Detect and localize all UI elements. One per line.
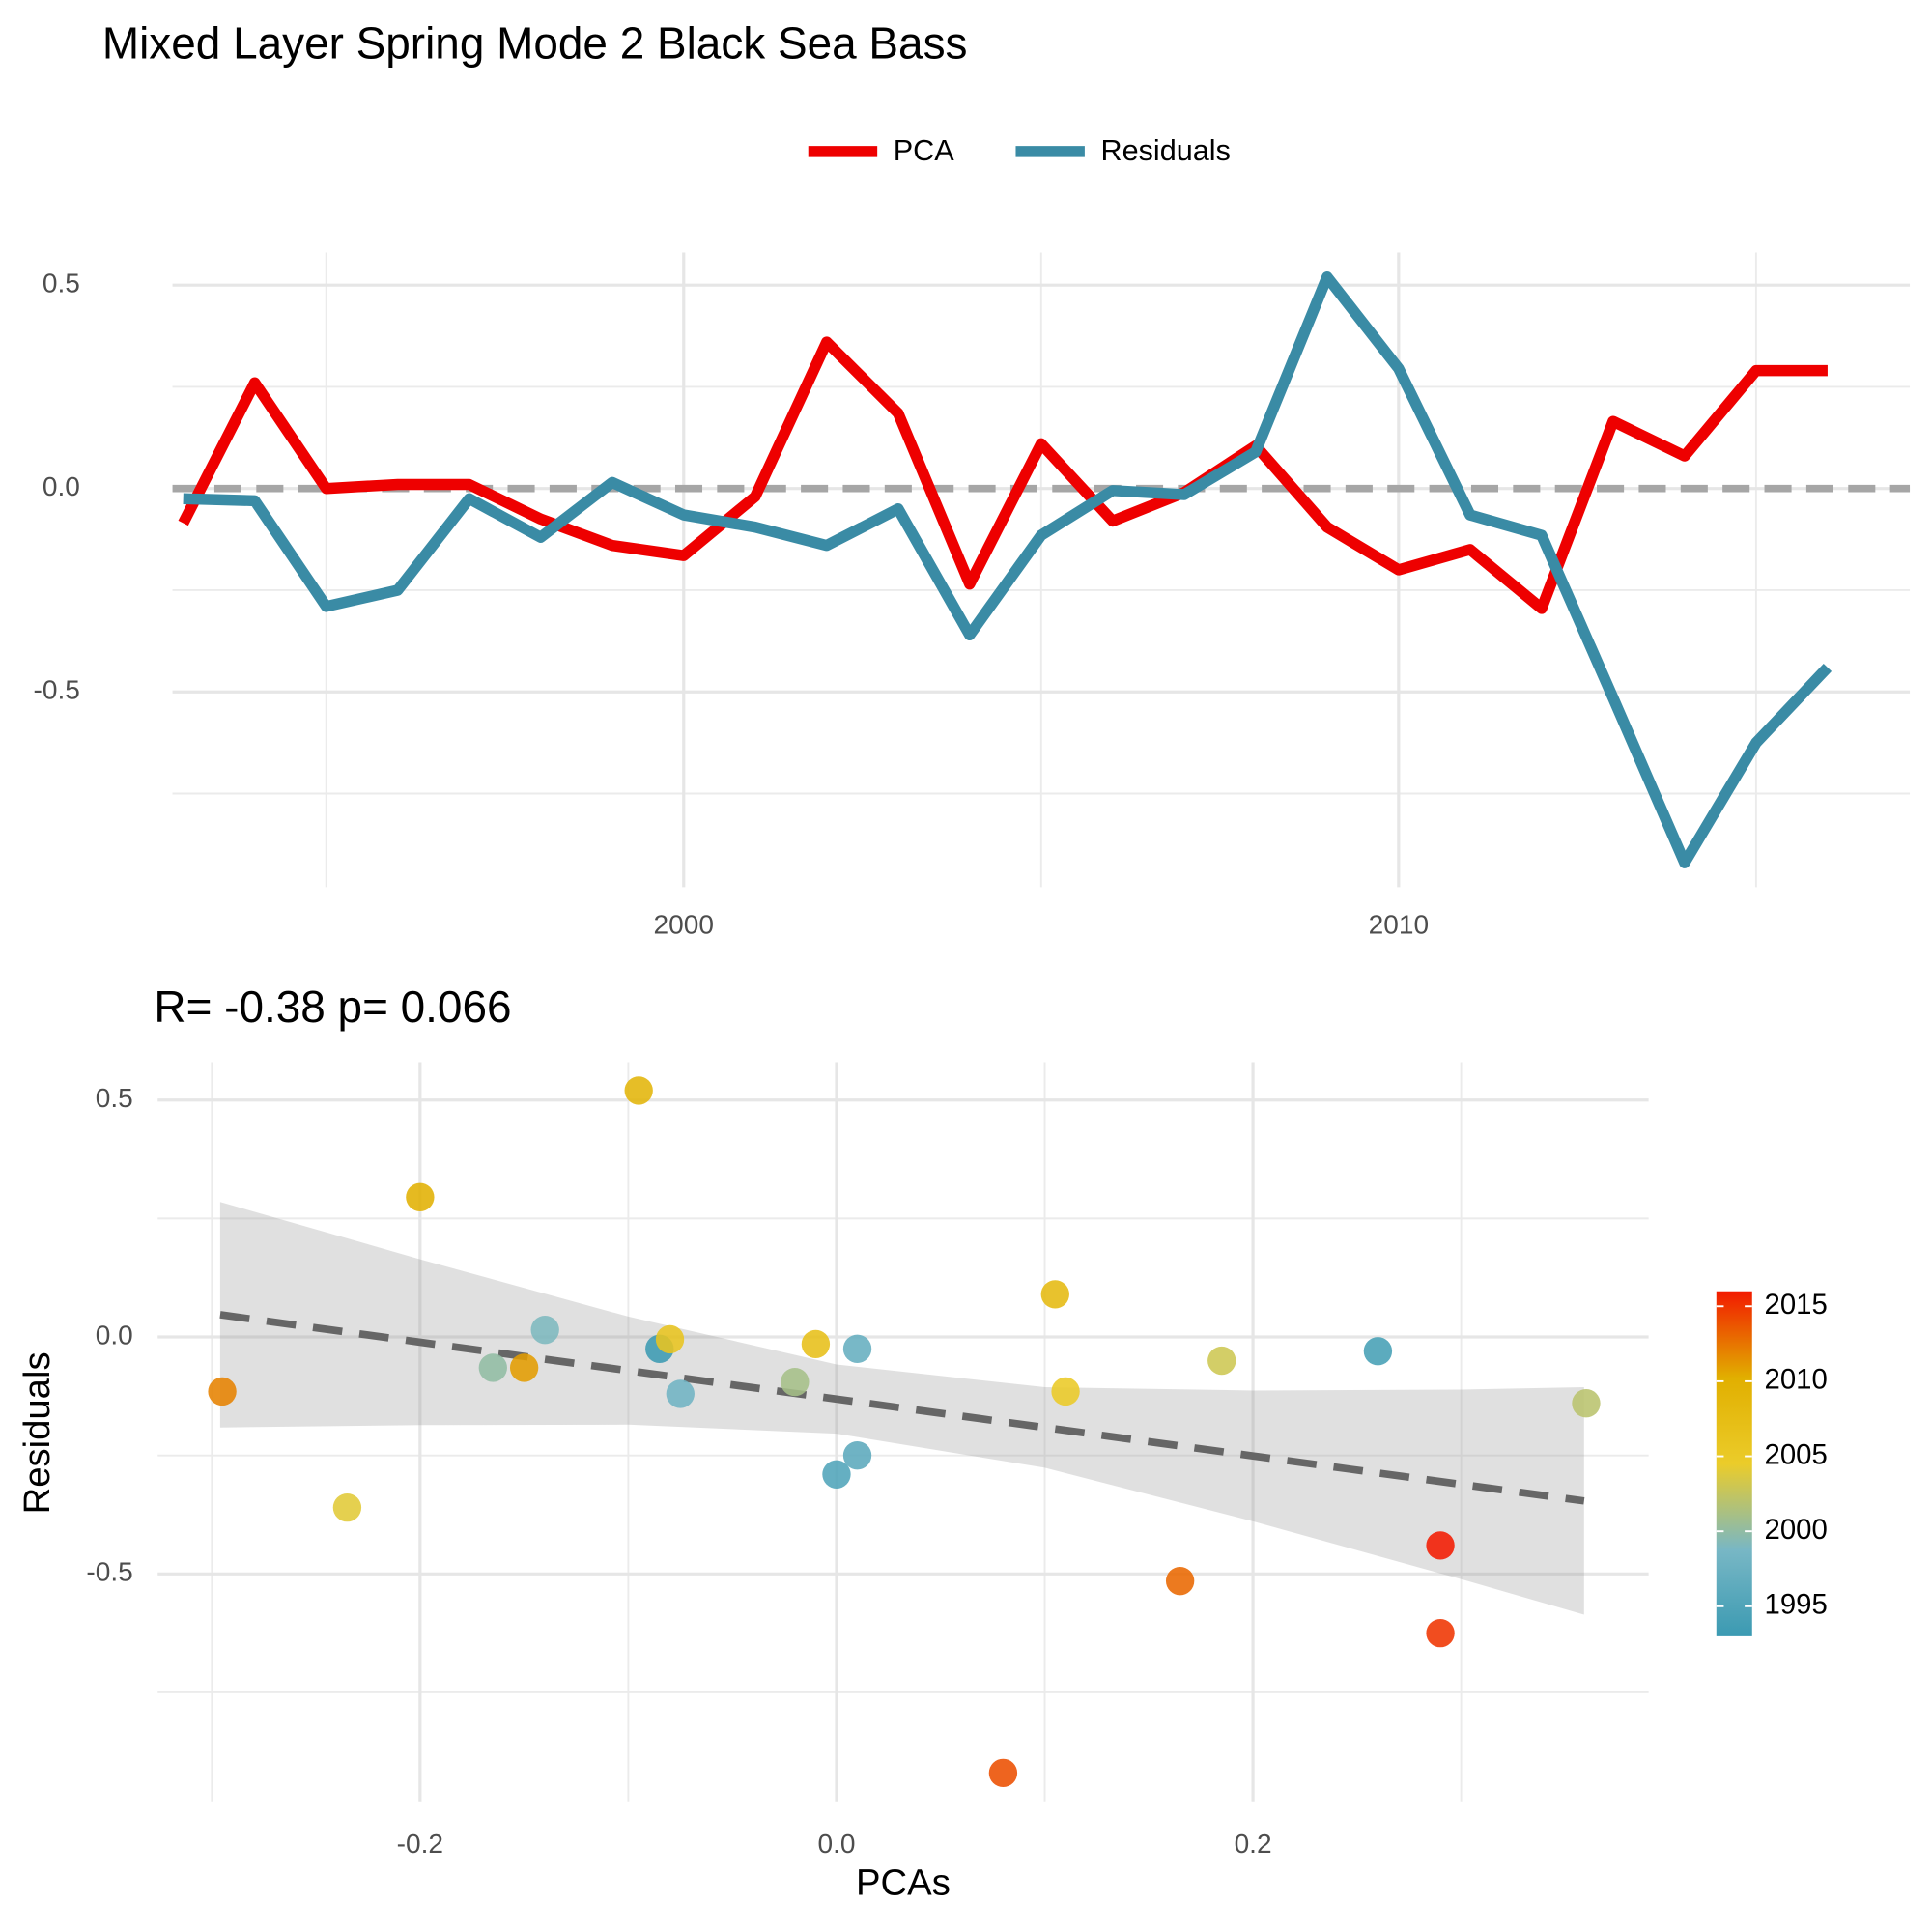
point <box>1165 1567 1195 1596</box>
legend-label: PCA <box>894 134 955 167</box>
panel-title: R= -0.38 p= 0.066 <box>154 981 511 1032</box>
point <box>208 1377 237 1406</box>
colorbar-label: 2000 <box>1765 1514 1828 1546</box>
colorbar-label: 2005 <box>1765 1438 1828 1470</box>
point <box>530 1315 559 1345</box>
point <box>801 1329 831 1359</box>
point <box>822 1460 851 1489</box>
x-axis-label: PCAs <box>856 1862 951 1904</box>
point <box>842 1441 872 1470</box>
x-tick-label: -0.2 <box>397 1829 443 1859</box>
y-tick-label: 0.0 <box>96 1320 133 1350</box>
y-tick-label: -0.5 <box>86 1557 132 1587</box>
chart-title: Mixed Layer Spring Mode 2 Black Sea Bass <box>102 18 968 69</box>
point <box>1051 1377 1080 1406</box>
x-tick-label: 2000 <box>654 910 714 940</box>
series-line <box>178 336 1828 614</box>
point <box>1208 1346 1236 1376</box>
confidence-band <box>219 1202 1584 1615</box>
point <box>1363 1337 1393 1366</box>
colorbar-label: 2015 <box>1765 1289 1828 1321</box>
colorbar <box>1716 1291 1752 1636</box>
y-tick-label: 0.5 <box>43 269 80 298</box>
x-tick-label: 0.0 <box>817 1829 855 1859</box>
point <box>332 1492 362 1522</box>
series-line <box>183 271 1833 868</box>
point <box>406 1182 435 1211</box>
point <box>1572 1389 1601 1418</box>
point <box>624 1076 653 1105</box>
point <box>1426 1531 1455 1560</box>
point <box>509 1353 539 1382</box>
y-tick-label: 0.5 <box>96 1083 133 1113</box>
y-axis-label: Residuals <box>16 1351 58 1514</box>
colorbar-label: 1995 <box>1765 1589 1828 1621</box>
y-tick-label: 0.0 <box>43 471 80 501</box>
point <box>1426 1618 1455 1648</box>
colorbar-label: 2010 <box>1765 1364 1828 1396</box>
x-tick-label: 0.2 <box>1235 1829 1272 1859</box>
point <box>988 1758 1018 1788</box>
y-tick-label: -0.5 <box>34 675 80 705</box>
legend-label: Residuals <box>1100 134 1230 167</box>
point <box>1040 1280 1069 1309</box>
point <box>842 1334 872 1363</box>
fit-line <box>219 1311 1585 1505</box>
point <box>781 1367 810 1397</box>
point <box>655 1324 685 1354</box>
point <box>666 1379 695 1408</box>
x-tick-label: 2010 <box>1369 910 1429 940</box>
point <box>478 1353 507 1382</box>
